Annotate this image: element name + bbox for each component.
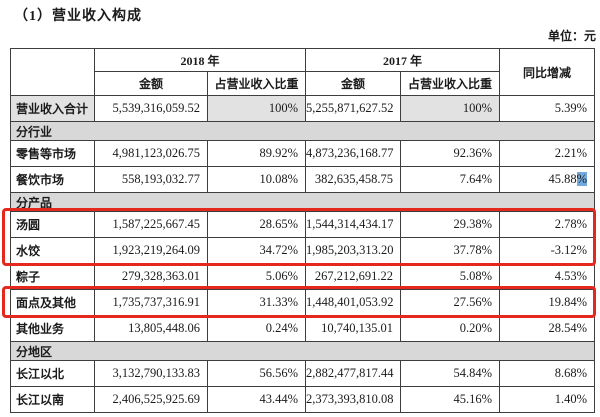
- amount-2017: 267,212,691.22: [305, 263, 402, 290]
- pct-2017: 92.36%: [400, 140, 501, 167]
- amount-2017: 4,873,236,168.77: [305, 140, 402, 167]
- yoy-value: 5.39%: [499, 95, 596, 122]
- amount-2018: 279,328,363.01: [94, 263, 208, 290]
- amount-2017: 10,740,135.01: [305, 315, 402, 342]
- table-row: 粽子 279,328,363.01 5.06% 267,212,691.22 5.08%…: [10, 263, 596, 290]
- header-year-2017: 2017 年: [305, 48, 501, 72]
- amount-2018: 1,923,219,264.09: [94, 237, 208, 264]
- table-row: 水饺 1,923,219,264.09 34.72% 1,985,203,313.20…: [10, 237, 596, 264]
- pct-2017: 27.56%: [400, 289, 501, 316]
- pct-2017: 54.84%: [400, 360, 501, 387]
- selection-highlight: %: [576, 172, 588, 186]
- pct-2018: 89.92%: [206, 140, 307, 167]
- amount-2017: 2,373,393,810.08: [305, 386, 402, 413]
- pct-2018: 34.72%: [206, 237, 307, 264]
- pct-2018: 100%: [206, 95, 307, 122]
- row-label: 其他业务: [10, 315, 95, 342]
- table-row: 营业收入合计 5,539,316,059.52 100% 5,255,871,627.…: [10, 95, 596, 122]
- section-row: 分产品: [9, 192, 596, 212]
- section-label: 分行业: [9, 121, 596, 141]
- yoy-value: -3.12%: [499, 237, 596, 264]
- table-body: 营业收入合计 5,539,316,059.52 100% 5,255,871,627.…: [9, 95, 596, 413]
- header-year-2018: 2018 年: [93, 48, 307, 72]
- pct-2017: 45.16%: [400, 386, 501, 413]
- row-label: 营业收入合计: [10, 95, 95, 122]
- section-label: 分地区: [9, 341, 596, 361]
- pct-2017: 7.64%: [400, 166, 501, 193]
- pct-2018: 31.33%: [206, 289, 307, 316]
- pct-2017: 29.38%: [400, 211, 501, 238]
- section-row: 分行业: [9, 121, 596, 141]
- table-wrapper: 2018 年 2017 年 同比增减 金额 占营业收入比重 金额 占营业收入比重…: [0, 48, 600, 413]
- header-amount-2018: 金额: [94, 71, 208, 96]
- yoy-value: 4.53%: [499, 263, 596, 290]
- pct-2018: 56.56%: [206, 360, 307, 387]
- amount-2017: 1,448,401,053.92: [305, 289, 402, 316]
- yoy-value: 19.84%: [499, 289, 596, 316]
- table-row: 长江以南 2,406,525,925.69 43.44% 2,373,393,810.…: [10, 386, 596, 413]
- pct-2018: 43.44%: [206, 386, 307, 413]
- pct-2017: 100%: [400, 95, 501, 122]
- section-row: 分地区: [9, 341, 596, 361]
- yoy-value: 45.88%: [499, 166, 596, 193]
- amount-2018: 3,132,790,133.83: [94, 360, 208, 387]
- header-proportion-2017: 占营业收入比重: [400, 71, 501, 96]
- row-label: 长江以北: [10, 360, 95, 387]
- row-label: 水饺: [10, 237, 95, 264]
- yoy-value: 1.40%: [499, 386, 596, 413]
- amount-2017: 1,985,203,313.20: [305, 237, 402, 264]
- page-title: （1）营业收入构成: [14, 9, 142, 24]
- header-yoy: 同比增减: [499, 48, 596, 96]
- amount-2017: 5,255,871,627.52: [305, 95, 402, 122]
- header-row-measures: 金额 占营业收入比重 金额 占营业收入比重: [11, 71, 595, 96]
- header-proportion-2018: 占营业收入比重: [206, 71, 307, 96]
- header-amount-2017: 金额: [305, 71, 402, 96]
- yoy-value: 28.54%: [499, 315, 596, 342]
- table-row: 零售等市场 4,981,123,026.75 89.92% 4,873,236,168…: [10, 140, 596, 167]
- table-row: 面点及其他 1,735,737,316.91 31.33% 1,448,401,053…: [10, 289, 596, 316]
- pct-2018: 10.08%: [206, 166, 307, 193]
- table-header: 2018 年 2017 年 同比增减 金额 占营业收入比重 金额 占营业收入比重: [10, 48, 596, 96]
- yoy-value: 2.21%: [499, 140, 596, 167]
- amount-2018: 558,193,032.77: [94, 166, 208, 193]
- table-row: 汤圆 1,587,225,667.45 28.65% 1,544,314,434.17…: [10, 211, 596, 238]
- row-label: 餐饮市场: [10, 166, 95, 193]
- row-label: 汤圆: [10, 211, 95, 238]
- row-label: 零售等市场: [10, 140, 95, 167]
- revenue-composition-table: 2018 年 2017 年 同比增减 金额 占营业收入比重 金额 占营业收入比重…: [9, 48, 596, 413]
- yoy-value: 8.68%: [499, 360, 596, 387]
- amount-2018: 2,406,525,925.69: [94, 386, 208, 413]
- row-label: 粽子: [10, 263, 95, 290]
- pct-2018: 0.24%: [206, 315, 307, 342]
- amount-2018: 4,981,123,026.75: [94, 140, 208, 167]
- pct-2018: 5.06%: [206, 263, 307, 290]
- pct-2017: 5.08%: [400, 263, 501, 290]
- yoy-value: 2.78%: [499, 211, 596, 238]
- amount-2018: 1,587,225,667.45: [94, 211, 208, 238]
- amount-2017: 1,544,314,434.17: [305, 211, 402, 238]
- pct-2017: 0.20%: [400, 315, 501, 342]
- header-row-years: 2018 年 2017 年 同比增减: [10, 48, 596, 96]
- amount-2018: 13,805,448.06: [94, 315, 208, 342]
- pct-2017: 37.78%: [400, 237, 501, 264]
- amount-2018: 1,735,737,316.91: [94, 289, 208, 316]
- table-row: 餐饮市场 558,193,032.77 10.08% 382,635,458.75 7.…: [10, 166, 596, 193]
- amount-2017: 382,635,458.75: [305, 166, 402, 193]
- row-label: 长江以南: [10, 386, 95, 413]
- table-row: 其他业务 13,805,448.06 0.24% 10,740,135.01 0.20%…: [10, 315, 596, 342]
- amount-2018: 5,539,316,059.52: [94, 95, 208, 122]
- row-label: 面点及其他: [10, 289, 95, 316]
- section-label: 分产品: [9, 192, 596, 212]
- pct-2018: 28.65%: [206, 211, 307, 238]
- amount-2017: 2,882,477,817.44: [305, 360, 402, 387]
- table-row: 长江以北 3,132,790,133.83 56.56% 2,882,477,817.…: [10, 360, 596, 387]
- unit-label: 单位：元: [547, 29, 596, 43]
- header-label-cell: [10, 48, 95, 96]
